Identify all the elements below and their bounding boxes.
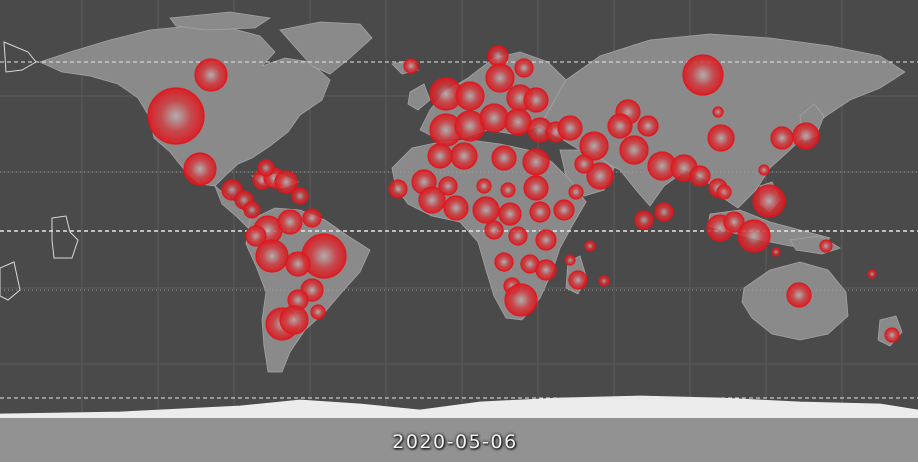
bubble-mongolia	[712, 106, 724, 118]
bubble-south-africa	[504, 283, 538, 317]
bubble	[504, 108, 532, 136]
bubble	[535, 259, 557, 281]
landmass-asia	[539, 33, 906, 209]
bubble	[285, 251, 311, 277]
bubble-peru	[255, 239, 289, 273]
bubble-ecuador	[245, 225, 267, 247]
bubble	[291, 187, 309, 205]
bubble-philippines	[752, 184, 786, 218]
bubble-brazil	[301, 233, 347, 279]
bubble	[535, 229, 557, 251]
bubble-argentina	[279, 305, 309, 335]
bubble	[523, 87, 549, 113]
bubble	[450, 142, 478, 170]
bubble	[654, 202, 674, 222]
bubble	[564, 254, 576, 266]
bubble	[277, 209, 303, 235]
bubble	[586, 162, 614, 190]
bubble	[455, 81, 485, 111]
bubble-mexico	[183, 152, 217, 186]
bubble-japan	[792, 122, 820, 150]
outline-shapes	[0, 41, 79, 301]
bubble	[491, 145, 517, 171]
landmass-uk	[407, 83, 431, 111]
bubble	[257, 159, 275, 177]
bubble	[476, 178, 492, 194]
bubble-russia	[682, 54, 724, 96]
bubble	[579, 131, 609, 161]
bubble	[498, 202, 522, 226]
bubble-new-zealand	[884, 327, 900, 343]
landmass-arctic-islands	[169, 11, 272, 31]
bubble	[819, 239, 833, 253]
bubble	[418, 186, 446, 214]
bubble	[723, 211, 745, 233]
bubble	[494, 252, 514, 272]
bubble-korea	[770, 126, 794, 150]
bubble	[758, 164, 770, 176]
bubble	[607, 113, 633, 139]
bubble	[716, 184, 732, 200]
bubble	[557, 115, 583, 141]
bubble	[619, 135, 649, 165]
bubble	[568, 184, 584, 200]
bubble-australia	[786, 282, 812, 308]
bubble	[598, 275, 610, 287]
bubble	[438, 176, 458, 196]
bubble	[487, 45, 509, 67]
bubble	[485, 63, 515, 93]
bubble	[771, 247, 781, 257]
landmass-greenland	[279, 21, 373, 75]
bubble	[443, 195, 469, 221]
bubble	[302, 208, 322, 228]
date-banner: 2020-05-06	[0, 418, 918, 462]
bubble	[310, 304, 326, 320]
bubble	[243, 201, 261, 219]
bubble	[388, 179, 408, 199]
bubble-canada	[194, 58, 228, 92]
case-bubbles	[147, 45, 900, 343]
bubble	[553, 199, 575, 221]
bubble	[689, 165, 711, 187]
bubble	[637, 115, 659, 137]
bubble-usa	[147, 87, 205, 145]
bubble	[472, 196, 500, 224]
bubble	[634, 210, 654, 230]
bubble	[522, 148, 550, 176]
bubble	[514, 58, 534, 78]
bubble	[508, 226, 528, 246]
bubble-madagascar	[568, 270, 588, 290]
bubble-iceland	[403, 58, 419, 74]
bubble	[737, 219, 771, 253]
bubble	[867, 269, 877, 279]
bubble-china	[707, 124, 735, 152]
bubble	[574, 154, 594, 174]
bubble	[274, 170, 298, 194]
bubble	[523, 175, 549, 201]
bubble	[427, 143, 453, 169]
bubble	[479, 103, 509, 133]
date-label: 2020-05-06	[392, 431, 518, 453]
landmass-antarctica	[0, 395, 918, 462]
bubble	[584, 240, 596, 252]
bubble	[500, 182, 516, 198]
bubble	[484, 220, 504, 240]
bubble	[529, 201, 551, 223]
